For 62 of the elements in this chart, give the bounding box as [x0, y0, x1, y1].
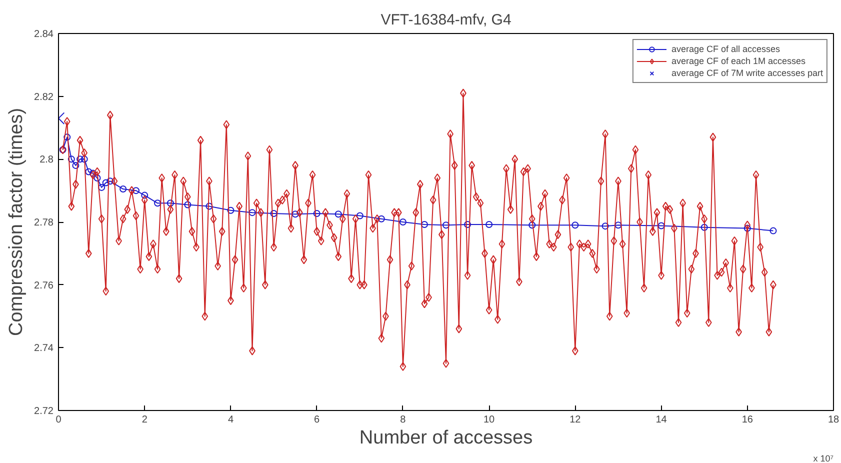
y-tick-label: 2.82	[34, 92, 54, 103]
chart-title: VFT-16384-mfv, G4	[380, 12, 512, 28]
point	[420, 221, 428, 228]
point	[658, 222, 665, 230]
text: x 10⁷	[813, 454, 834, 463]
point	[614, 222, 622, 229]
y-tick-label: 2.84	[34, 29, 54, 40]
y-tick-label: 2.74	[34, 343, 54, 354]
point	[106, 178, 114, 185]
point	[89, 170, 96, 177]
point	[98, 184, 106, 191]
x-tick-label: 18	[828, 414, 840, 426]
point	[334, 210, 342, 218]
point	[292, 210, 299, 218]
point	[572, 222, 579, 229]
point	[64, 134, 71, 141]
point	[399, 218, 406, 226]
legend-label: average CF of each 1M accesses	[671, 55, 806, 67]
point	[700, 224, 708, 231]
point	[313, 210, 320, 218]
y-tick-label: 2.72	[34, 406, 54, 417]
point	[80, 156, 88, 163]
point	[68, 156, 75, 163]
x-tick-label: 4	[228, 414, 234, 426]
point	[94, 174, 101, 182]
point	[184, 201, 192, 208]
point	[154, 200, 162, 207]
x-tick-label: 0	[56, 414, 62, 426]
y-axis-title: Compression factor (times)	[6, 108, 28, 336]
point	[464, 221, 472, 228]
y-tick-label: 2.78	[34, 218, 54, 228]
point	[528, 222, 536, 229]
y-tick-label: 2.8	[40, 154, 54, 166]
point	[120, 186, 127, 193]
point	[227, 206, 234, 214]
legend-label: average CF of 7M write accesses part	[671, 67, 823, 79]
x-tick-label: 6	[314, 414, 320, 426]
x-axis-title: Number of accesses	[359, 428, 533, 448]
point	[85, 168, 92, 176]
x-tick-label: 16	[742, 414, 754, 426]
point	[270, 210, 278, 218]
point	[486, 221, 493, 228]
point	[602, 222, 609, 230]
x-tick-label: 12	[570, 414, 582, 426]
point	[166, 200, 174, 207]
x-tick-label: 10	[483, 414, 496, 426]
point	[76, 156, 84, 163]
point	[744, 224, 751, 232]
point	[72, 162, 80, 169]
y-tick-label: 2.76	[34, 280, 54, 292]
point	[206, 202, 213, 210]
point	[378, 215, 385, 222]
point	[141, 192, 148, 199]
point	[442, 222, 450, 229]
x-tick-label: 14	[656, 414, 668, 426]
point	[248, 209, 256, 216]
point	[102, 179, 110, 186]
legend-label: average CF of all accesses	[671, 43, 780, 55]
point	[356, 212, 364, 220]
x-tick-label: 8	[400, 414, 406, 426]
x-tick-label: 2	[142, 414, 148, 426]
point	[132, 187, 140, 194]
